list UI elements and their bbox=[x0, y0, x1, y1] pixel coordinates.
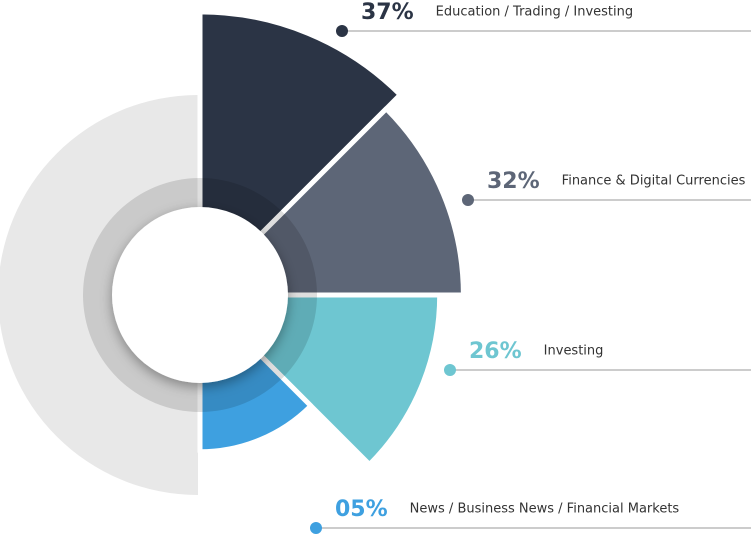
center-hole bbox=[112, 207, 288, 383]
category-label: Education / Trading / Investing bbox=[436, 5, 633, 20]
leader-dot bbox=[444, 364, 456, 376]
leader-dot bbox=[336, 25, 348, 37]
background-half bbox=[0, 95, 198, 495]
category-label: Finance & Digital Currencies bbox=[562, 174, 746, 189]
percent-label: 37% bbox=[361, 0, 414, 25]
category-label: News / Business News / Financial Markets bbox=[410, 502, 680, 517]
category-label: Investing bbox=[544, 344, 604, 359]
percent-label: 32% bbox=[487, 169, 540, 194]
leader-dot bbox=[310, 522, 322, 534]
leader-dot bbox=[462, 194, 474, 206]
percent-label: 05% bbox=[335, 497, 388, 522]
percent-label: 26% bbox=[469, 339, 522, 364]
